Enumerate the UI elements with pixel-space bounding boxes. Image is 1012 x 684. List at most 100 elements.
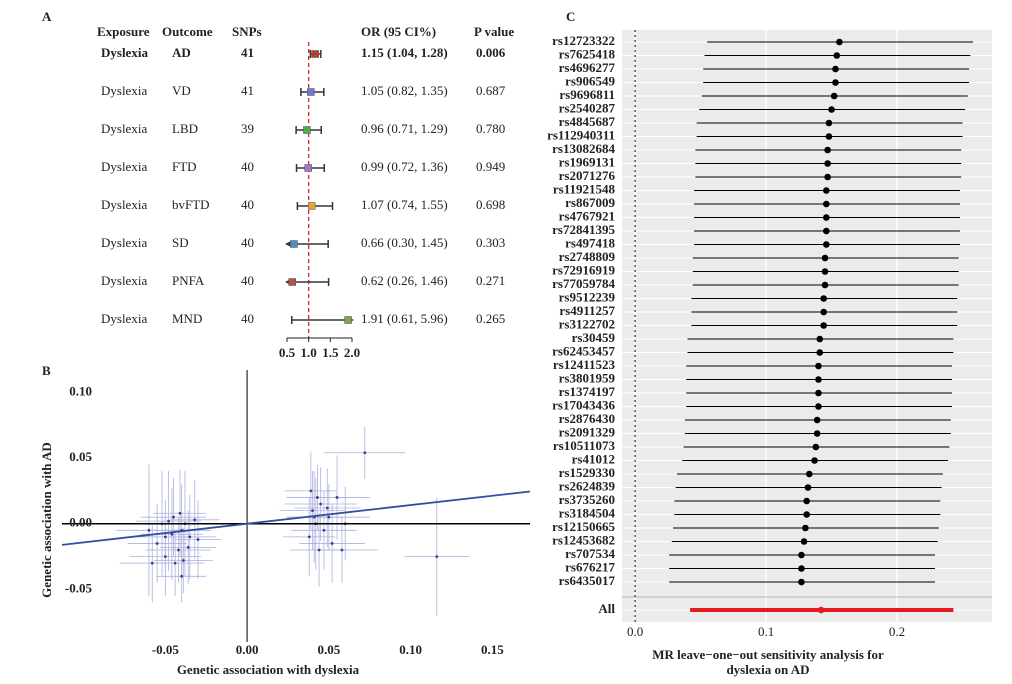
snp-label: rs9512239: [559, 289, 616, 304]
estimate-point: [823, 214, 830, 221]
point: [330, 542, 334, 545]
estimate-point: [804, 484, 812, 491]
point: [335, 496, 339, 499]
or-point: [311, 50, 319, 58]
estimate-point: [798, 551, 805, 559]
estimate-point: [821, 254, 829, 262]
snp-label: rs3184504: [559, 505, 616, 520]
point: [196, 538, 200, 541]
snp-label: rs12723322: [552, 33, 615, 48]
estimate-point: [836, 38, 843, 46]
point: [155, 542, 159, 545]
snp-label: rs77059784: [552, 276, 615, 291]
or-label: 0.62 (0.26, 1.46): [361, 273, 448, 288]
y-tick-label: -0.05: [65, 580, 93, 595]
outcome: VD: [172, 83, 191, 98]
snp-label: rs1969131: [559, 154, 615, 169]
or-point: [344, 316, 352, 324]
or-point: [307, 88, 315, 96]
point: [188, 535, 192, 539]
exposure: Dyslexia: [101, 45, 148, 60]
point: [193, 518, 197, 522]
snp-label: rs867009: [565, 195, 615, 210]
x-axis-title: dyslexia on AD: [726, 662, 809, 677]
snp-label: rs497418: [565, 235, 615, 250]
point: [147, 528, 151, 532]
y-tick-label: 0.00: [69, 515, 92, 530]
or-label: 1.15 (1.04, 1.28): [361, 45, 448, 60]
snp-label: rs4911257: [559, 303, 615, 318]
snps: 40: [241, 273, 254, 288]
x-tick-label: 0.0: [627, 624, 643, 639]
column-header: SNPs: [232, 24, 262, 39]
or-point: [290, 240, 298, 248]
estimate-point: [820, 322, 827, 329]
point: [172, 515, 175, 519]
snp-label: rs2540287: [559, 100, 616, 115]
x-tick-label: 2.0: [344, 345, 360, 360]
estimate-point: [812, 443, 820, 451]
outcome: bvFTD: [172, 197, 210, 212]
snp-label: rs4767921: [559, 208, 615, 223]
exposure: Dyslexia: [101, 197, 147, 212]
p-value: 0.265: [476, 311, 505, 326]
snp-label: rs12150665: [552, 519, 615, 534]
x-axis-title: MR leave−one−out sensitivity analysis fo…: [652, 647, 884, 662]
x-tick-label: 1.5: [322, 345, 339, 360]
column-header: P value: [474, 24, 514, 39]
exposure: Dyslexia: [101, 83, 147, 98]
p-value: 0.949: [476, 159, 505, 174]
or-label: 0.99 (0.72, 1.36): [361, 159, 448, 174]
point: [173, 561, 177, 565]
snp-label: rs9696811: [559, 87, 615, 102]
outcome: FTD: [172, 159, 197, 174]
estimate-point: [825, 133, 833, 140]
panel-letter: C: [566, 9, 575, 24]
exposure: Dyslexia: [101, 235, 147, 250]
estimate-point: [823, 200, 830, 208]
p-value: 0.303: [476, 235, 505, 250]
snp-label: rs707534: [565, 546, 615, 561]
panel-letter: B: [42, 363, 51, 378]
snp-label: rs3735260: [559, 492, 615, 507]
point: [181, 559, 185, 562]
point: [316, 496, 319, 499]
snp-label: rs3801959: [559, 370, 616, 385]
exposure: Dyslexia: [101, 121, 147, 136]
panel-letter: A: [42, 9, 52, 24]
p-value: 0.698: [476, 197, 505, 212]
point: [178, 511, 182, 515]
estimate-point: [798, 578, 805, 586]
x-tick-label: 1.0: [301, 345, 317, 360]
snp-label: rs72841395: [552, 222, 615, 237]
snp-label: rs7625418: [559, 46, 616, 61]
snp-label: rs12453682: [552, 532, 615, 547]
estimate-point: [833, 52, 841, 59]
estimate-point: [823, 187, 830, 194]
estimate-point: [813, 416, 821, 424]
point: [180, 574, 184, 578]
estimate-point: [811, 457, 818, 464]
snp-label: rs2091329: [559, 424, 616, 439]
snp-label: rs2748809: [559, 249, 616, 264]
snps: 40: [241, 197, 254, 212]
point: [170, 532, 174, 536]
estimate-point: [821, 268, 829, 275]
estimate-point: [803, 497, 810, 505]
or-label: 1.05 (0.82, 1.35): [361, 83, 448, 98]
snp-label: rs2876430: [559, 411, 615, 426]
snps: 40: [241, 235, 254, 250]
estimate-point: [816, 349, 824, 356]
y-axis-title: Genetic association with AD: [39, 442, 54, 598]
overall-point: [817, 606, 825, 614]
or-label: 0.96 (0.71, 1.29): [361, 121, 448, 136]
snp-label: rs2624839: [559, 478, 616, 493]
snp-label: rs4845687: [559, 114, 616, 129]
estimate-point: [803, 511, 810, 518]
point: [435, 555, 439, 558]
x-tick-label: 0.00: [236, 642, 259, 657]
snp-label: rs1529330: [559, 465, 615, 480]
snp-label: rs72916919: [552, 262, 615, 277]
y-tick-label: 0.05: [69, 449, 92, 464]
snp-label: rs906549: [565, 73, 615, 88]
